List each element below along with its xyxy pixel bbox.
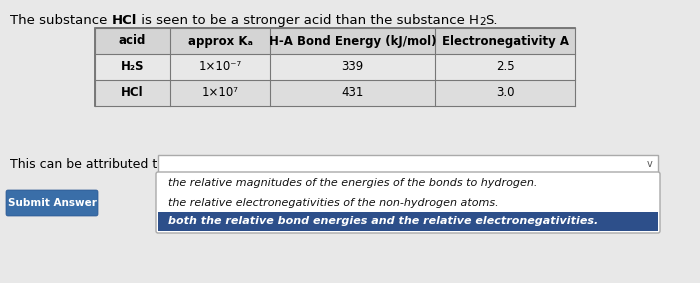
Text: 339: 339 — [342, 61, 363, 74]
Bar — [95, 80, 575, 106]
FancyBboxPatch shape — [156, 172, 660, 233]
FancyBboxPatch shape — [6, 190, 98, 216]
Bar — [95, 28, 575, 54]
Text: 2: 2 — [479, 17, 486, 27]
Text: v: v — [647, 159, 653, 169]
Text: The substance: The substance — [10, 14, 111, 27]
Text: acid: acid — [119, 35, 146, 48]
Bar — [158, 212, 658, 231]
Text: HCl: HCl — [121, 87, 144, 100]
Bar — [95, 54, 575, 80]
Text: 1×10⁻⁷: 1×10⁻⁷ — [198, 61, 242, 74]
Text: HCl: HCl — [111, 14, 137, 27]
Text: 2.5: 2.5 — [496, 61, 514, 74]
Text: H-A Bond Energy (kJ/mol): H-A Bond Energy (kJ/mol) — [269, 35, 436, 48]
Text: is seen to be a stronger acid than the substance: is seen to be a stronger acid than the s… — [137, 14, 469, 27]
Text: approx Kₐ: approx Kₐ — [188, 35, 253, 48]
Bar — [158, 155, 658, 173]
Text: Electronegativity A: Electronegativity A — [442, 35, 568, 48]
Text: 3.0: 3.0 — [496, 87, 514, 100]
Bar — [95, 28, 575, 106]
Text: both the relative bond energies and the relative electronegativities.: both the relative bond energies and the … — [168, 216, 598, 226]
Text: 1×10⁷: 1×10⁷ — [202, 87, 239, 100]
Text: H: H — [469, 14, 479, 27]
Text: S.: S. — [486, 14, 498, 27]
Text: 431: 431 — [342, 87, 364, 100]
Text: H₂S: H₂S — [120, 61, 144, 74]
Text: the relative electronegativities of the non-hydrogen atoms.: the relative electronegativities of the … — [168, 198, 498, 207]
Text: This can be attributed to: This can be attributed to — [10, 158, 165, 170]
Text: the relative magnitudes of the energies of the bonds to hydrogen.: the relative magnitudes of the energies … — [168, 179, 538, 188]
Text: Submit Answer: Submit Answer — [8, 198, 97, 208]
